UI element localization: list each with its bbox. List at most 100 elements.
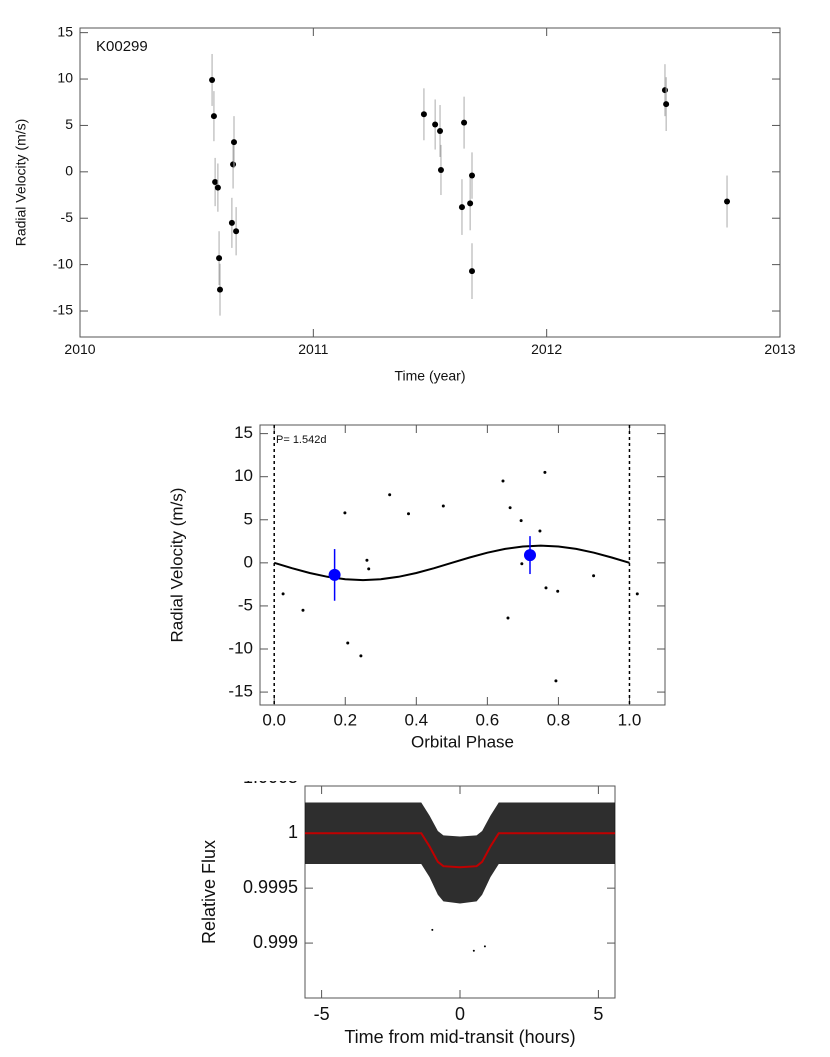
y-tick-labels: -15 -10 -5 0 5 10 15 (228, 423, 253, 700)
annotation: K00299 (96, 38, 148, 55)
data-point (635, 592, 639, 596)
data-point (524, 549, 536, 562)
data-point (388, 493, 392, 497)
data-point (212, 179, 219, 186)
y-axis-label: Relative Flux (199, 840, 219, 944)
x-tick-label: 2011 (298, 341, 328, 357)
y-tick-label: 15 (57, 23, 73, 39)
data-point (506, 616, 510, 620)
data-point (724, 198, 731, 205)
data-point (437, 166, 444, 173)
plot-frame (259, 424, 666, 706)
data-point (520, 562, 524, 566)
data-point (661, 87, 668, 94)
data-point (328, 568, 341, 581)
data-point (228, 219, 235, 226)
data-point (556, 589, 560, 593)
data-point (231, 139, 237, 146)
x-tick-label: 5 (593, 1004, 603, 1024)
y-tick-label: -15 (53, 302, 73, 318)
y-axis-label: Radial Velocity (m/s) (167, 488, 186, 643)
y-tick-label: -10 (53, 255, 73, 271)
data-point (461, 119, 468, 126)
data-point (501, 479, 505, 483)
y-tick-label: 0.9995 (243, 877, 298, 897)
data-point (359, 654, 363, 658)
data-point (431, 928, 434, 931)
x-tick-label: -5 (314, 1004, 330, 1024)
data-point (420, 111, 427, 118)
plot-frame (79, 27, 781, 338)
y-tick-labels: 1.0005 1 0.9995 0.999 (243, 767, 298, 952)
data-point (458, 204, 465, 211)
plot-area (209, 53, 731, 316)
y-tick-labels: -15 -10 -5 0 5 10 15 (53, 23, 73, 317)
data-point (214, 184, 221, 191)
y-tick-label: 15 (234, 423, 253, 442)
y-tick-label: 0.999 (253, 932, 298, 952)
x-axis-label: Time from mid-transit (hours) (344, 1027, 575, 1047)
data-point (209, 76, 216, 83)
data-point (543, 470, 547, 474)
x-tick-label: 1.0 (618, 711, 642, 730)
data-point (467, 200, 474, 207)
y-tick-label: 5 (244, 509, 253, 528)
x-axis-label: Orbital Phase (411, 732, 514, 751)
y-tick-label: 1.0005 (243, 767, 298, 787)
data-point (472, 949, 475, 952)
y-tick-label: 0 (65, 163, 73, 179)
scatter-band (305, 802, 615, 904)
model-line (305, 832, 615, 869)
x-tick-label: 2012 (531, 341, 562, 357)
data-point (281, 592, 285, 596)
data-point (346, 641, 350, 645)
data-point (301, 608, 305, 612)
data-point (437, 128, 444, 134)
y-tick-label: 1 (288, 822, 298, 842)
data-point (663, 101, 670, 108)
chart: 2010 2011 2012 2013 -15 -10 -5 0 5 10 15 Time (year… (13, 23, 796, 383)
data-point (544, 586, 548, 590)
data-point (554, 679, 558, 683)
data-point (233, 228, 240, 235)
y-axis-label: Radial Velocity (m/s) (13, 119, 29, 247)
x-tick-label: 0 (455, 1004, 465, 1024)
y-tick-label: -5 (61, 209, 74, 225)
y-tick-label: 10 (57, 70, 73, 86)
data-point (367, 567, 371, 571)
data-point (216, 255, 223, 262)
x-axis-label: Time (year) (394, 368, 465, 384)
y-tick-label: 5 (65, 116, 73, 132)
data-point (469, 172, 475, 179)
y-tick-label: 10 (234, 466, 253, 485)
y-tick-label: -5 (238, 595, 253, 614)
data-point (538, 529, 542, 533)
x-tick-label: 0.4 (404, 711, 428, 730)
x-tick-label: 0.8 (547, 711, 571, 730)
data-point (483, 945, 486, 948)
x-tick-label: 0.6 (476, 711, 500, 730)
data-point (432, 121, 439, 128)
plot-area (305, 802, 615, 952)
data-point (210, 113, 217, 120)
x-tick-label: 0.2 (333, 711, 357, 730)
x-tick-label: 2010 (64, 341, 95, 357)
plot-area (273, 425, 639, 705)
annotation: P= 1.542d (276, 434, 326, 446)
data-point (508, 506, 512, 510)
data-point (592, 574, 596, 578)
y-tick-label: -15 (228, 682, 253, 701)
data-point (365, 558, 369, 562)
y-tick-label: 0 (244, 552, 253, 571)
x-tick-label: 0.0 (262, 711, 286, 730)
data-point (407, 512, 410, 516)
data-point (217, 286, 223, 293)
chart: -5 0 5 1.0005 1 0.9995 0.999 Time from mid-tran… (199, 767, 616, 1047)
data-point (343, 511, 347, 515)
y-tick-label: -10 (228, 638, 253, 657)
x-tick-label: 2013 (764, 341, 795, 357)
data-point (441, 504, 445, 508)
data-point (230, 161, 237, 168)
